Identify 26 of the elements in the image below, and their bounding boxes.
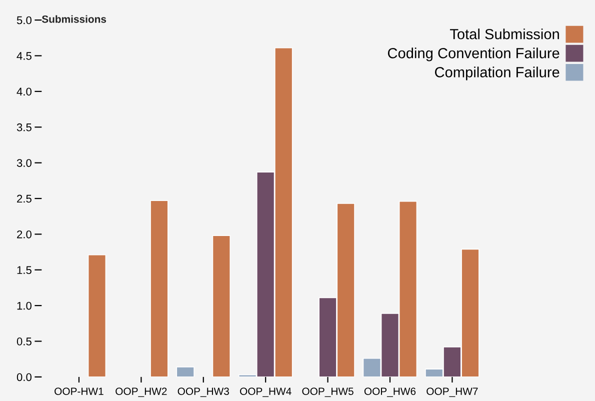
y-tick-label: 5.0 bbox=[16, 16, 32, 24]
y-tick-label: 3.5 bbox=[16, 123, 32, 132]
x-tick-label: OOP_HW2 bbox=[116, 388, 167, 397]
y-tick-label: 4.0 bbox=[16, 88, 32, 96]
y-tick-label: 1.0 bbox=[17, 302, 32, 310]
y-tick-label: 2.0 bbox=[17, 230, 32, 238]
y-tick-label: 0.5 bbox=[16, 338, 32, 346]
x-tick-label: OOP_HW3 bbox=[178, 388, 229, 397]
y-tick-label: 2.5 bbox=[17, 194, 32, 203]
y-axis-title: Submissions bbox=[42, 15, 106, 23]
x-tick-label: OOP_HW7 bbox=[426, 388, 478, 397]
legend-label: Compilation Failure bbox=[435, 66, 560, 80]
legend-label: Coding Convention Failure bbox=[388, 48, 560, 62]
y-tick-label: 4.5 bbox=[16, 52, 32, 60]
x-tick-label: OOP_HW5 bbox=[302, 388, 354, 397]
bar bbox=[88, 254, 106, 377]
x-tick-label: OOP-HW1 bbox=[54, 388, 104, 396]
y-tick-label: 1.5 bbox=[17, 266, 32, 274]
bar bbox=[176, 366, 194, 377]
y-tick-label: 3.0 bbox=[16, 159, 32, 167]
x-tick-label: OOP_HW4 bbox=[240, 388, 292, 397]
legend-label: Total Submission bbox=[450, 28, 559, 40]
bar bbox=[212, 235, 231, 377]
y-tick-label: 0.0 bbox=[16, 373, 32, 382]
x-tick-label: OOP_HW6 bbox=[364, 388, 416, 397]
bar bbox=[150, 200, 168, 377]
